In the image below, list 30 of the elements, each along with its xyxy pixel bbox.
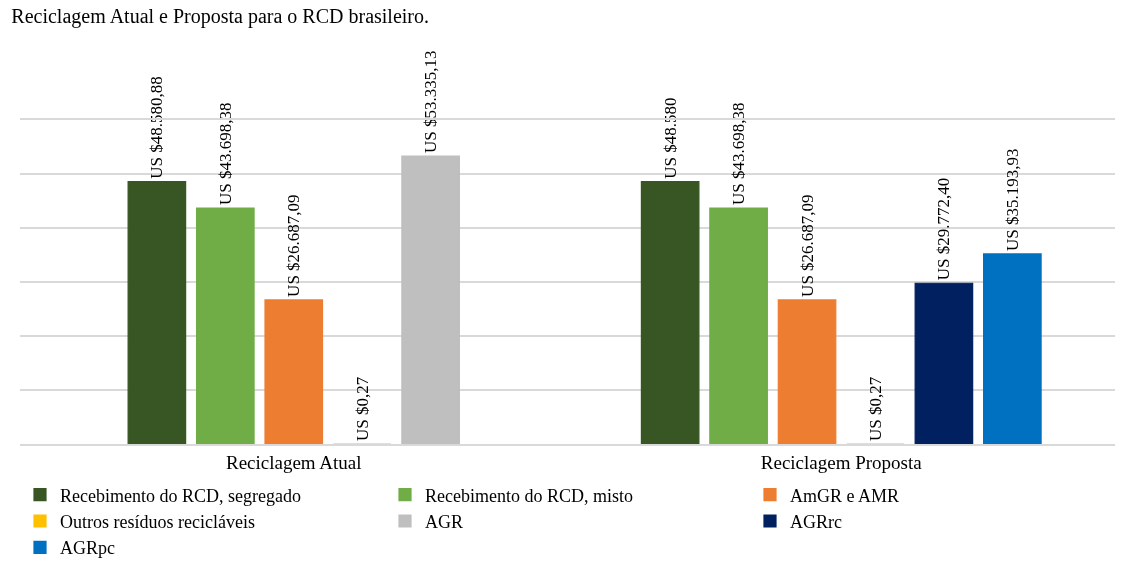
data-label: US $26.687,09 [284,194,304,297]
legend-label: Recebimento do RCD, segregado [60,485,301,506]
data-label: US $0,27 [865,376,885,441]
data-label: US $35.193,93 [1002,148,1022,251]
bar [640,181,700,444]
bar [709,207,768,444]
data-label: US $48.580 [660,97,680,179]
data-label: US $29.772,40 [934,177,954,281]
bar [127,181,187,444]
bar [195,207,255,444]
legend-label: AGRrc [790,512,842,533]
legend-label: AmGR e AMR [790,485,900,506]
legend-label: AGRpc [60,538,115,559]
bar [264,299,324,444]
bar [777,299,837,444]
chart-title: Reciclagem Atual e Proposta para o RCD brasileiro. [11,4,430,28]
data-label: US $53.335,13 [421,50,441,153]
bar [401,155,460,444]
legend-label: Recebimento do RCD, misto [425,485,633,506]
bar [914,282,974,444]
data-label: US $48.580,88 [147,76,167,179]
legend-label: Outros resíduos recicláveis [60,512,255,533]
data-label: US $43.698,38 [215,102,235,206]
data-label: US $0,27 [352,376,372,441]
legend-label: AGR [425,512,464,533]
data-label: US $26.687,09 [797,194,817,297]
data-label: US $43.698,38 [729,102,749,206]
x-tick-label: Reciclagem Proposta [760,451,923,473]
bar [983,253,1042,444]
x-tick-label: Reciclagem Atual [225,451,362,473]
